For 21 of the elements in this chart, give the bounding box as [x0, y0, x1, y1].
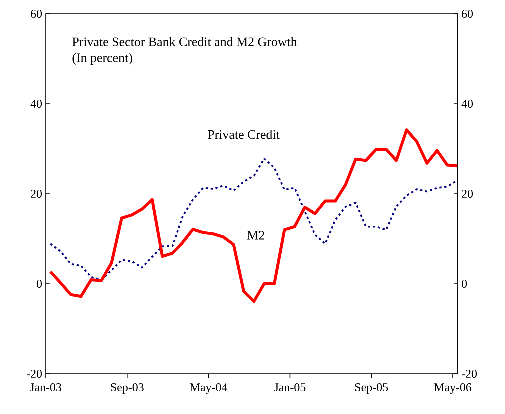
y2-tick-label: 0: [462, 280, 468, 288]
line-series: [49, 128, 458, 304]
y-tick-label: 60: [31, 10, 42, 18]
x-tick-label: Jan-03: [30, 383, 62, 392]
y2-tick-label: -20: [462, 370, 478, 378]
y-tick-label: 40: [30, 100, 42, 108]
y2-tick-label: 60: [462, 10, 474, 18]
text: Private Sector Bank Credit and M2 Growth: [72, 37, 298, 46]
y-tick-label: 0: [36, 280, 42, 288]
x-tick-label: May-04: [190, 383, 228, 394]
x-tick-label: Sep-03: [111, 383, 144, 394]
x-tick-label: May-06: [434, 383, 472, 394]
series-label: M2: [248, 231, 264, 240]
series-label: Private Credit: [208, 130, 280, 140]
y-tick-label: 20: [31, 190, 42, 198]
y2-tick-label: 40: [462, 100, 474, 108]
y-tick-label: -20: [26, 370, 42, 378]
x-tick-label: Sep-05: [355, 383, 388, 394]
y2-tick-label: 20: [462, 190, 474, 198]
text: (In percent): [72, 53, 132, 65]
x-tick-label: Jan-05: [274, 383, 306, 392]
